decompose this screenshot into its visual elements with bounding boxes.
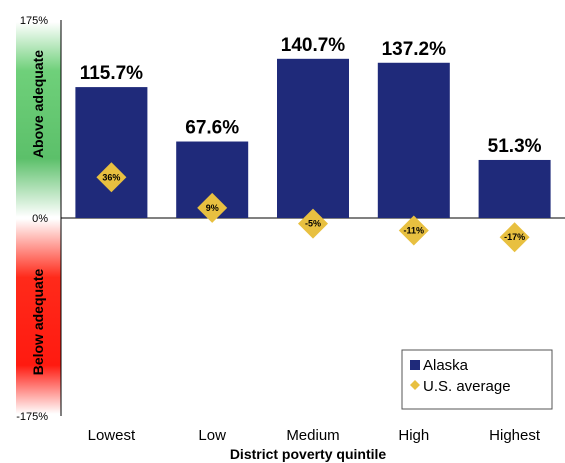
marker-high xyxy=(398,215,429,246)
band-below-label: Below adequate xyxy=(30,269,46,376)
legend: Alaska U.S. average xyxy=(401,349,553,410)
category-lowest: Lowest xyxy=(88,427,136,444)
marker-label-lowest: 36% xyxy=(102,172,120,182)
legend-label-alaska: Alaska xyxy=(423,357,469,374)
y-tick-bottom: -175% xyxy=(16,411,48,423)
y-tick-top: 175% xyxy=(20,15,48,27)
marker-medium xyxy=(298,208,328,239)
bar-label-high: 137.2% xyxy=(382,39,447,60)
bar-medium xyxy=(277,58,349,218)
bar-highest xyxy=(478,159,551,218)
band-below xyxy=(16,219,61,414)
marker-highest xyxy=(499,222,530,253)
legend-box xyxy=(401,349,553,410)
bar-label-medium: 140.7% xyxy=(281,35,346,56)
legend-label-us-average: U.S. average xyxy=(423,378,511,395)
bar-lowest xyxy=(75,87,148,218)
legend-swatch-alaska xyxy=(410,360,420,370)
category-medium: Medium xyxy=(286,427,339,444)
legend-swatch-us-average xyxy=(410,380,420,390)
bar-label-lowest: 115.7% xyxy=(80,63,143,84)
category-high: High xyxy=(398,427,429,444)
marker-label-high: -11% xyxy=(404,225,425,235)
category-labels: Lowest Low Medium High Highest xyxy=(88,427,541,444)
y-tick-zero: 0% xyxy=(32,213,48,225)
bar-labels: 115.7% 67.6% 140.7% 137.2% 51.3% xyxy=(80,35,542,157)
marker-label-medium: -5% xyxy=(305,219,321,229)
category-low: Low xyxy=(198,427,226,444)
category-highest: Highest xyxy=(489,427,541,444)
bars xyxy=(75,58,551,218)
bar-label-highest: 51.3% xyxy=(488,136,542,157)
markers: 36% 9% -5% -11% -17% xyxy=(96,162,530,253)
marker-lowest xyxy=(96,162,127,193)
marker-label-highest: -17% xyxy=(504,232,525,242)
x-axis-label: District poverty quintile xyxy=(230,446,387,462)
marker-label-low: 9% xyxy=(206,203,219,213)
band-above xyxy=(16,22,61,217)
bar-label-low: 67.6% xyxy=(185,118,239,139)
band-above-label: Above adequate xyxy=(30,50,46,158)
marker-low xyxy=(197,192,228,223)
bar-high xyxy=(377,62,450,218)
